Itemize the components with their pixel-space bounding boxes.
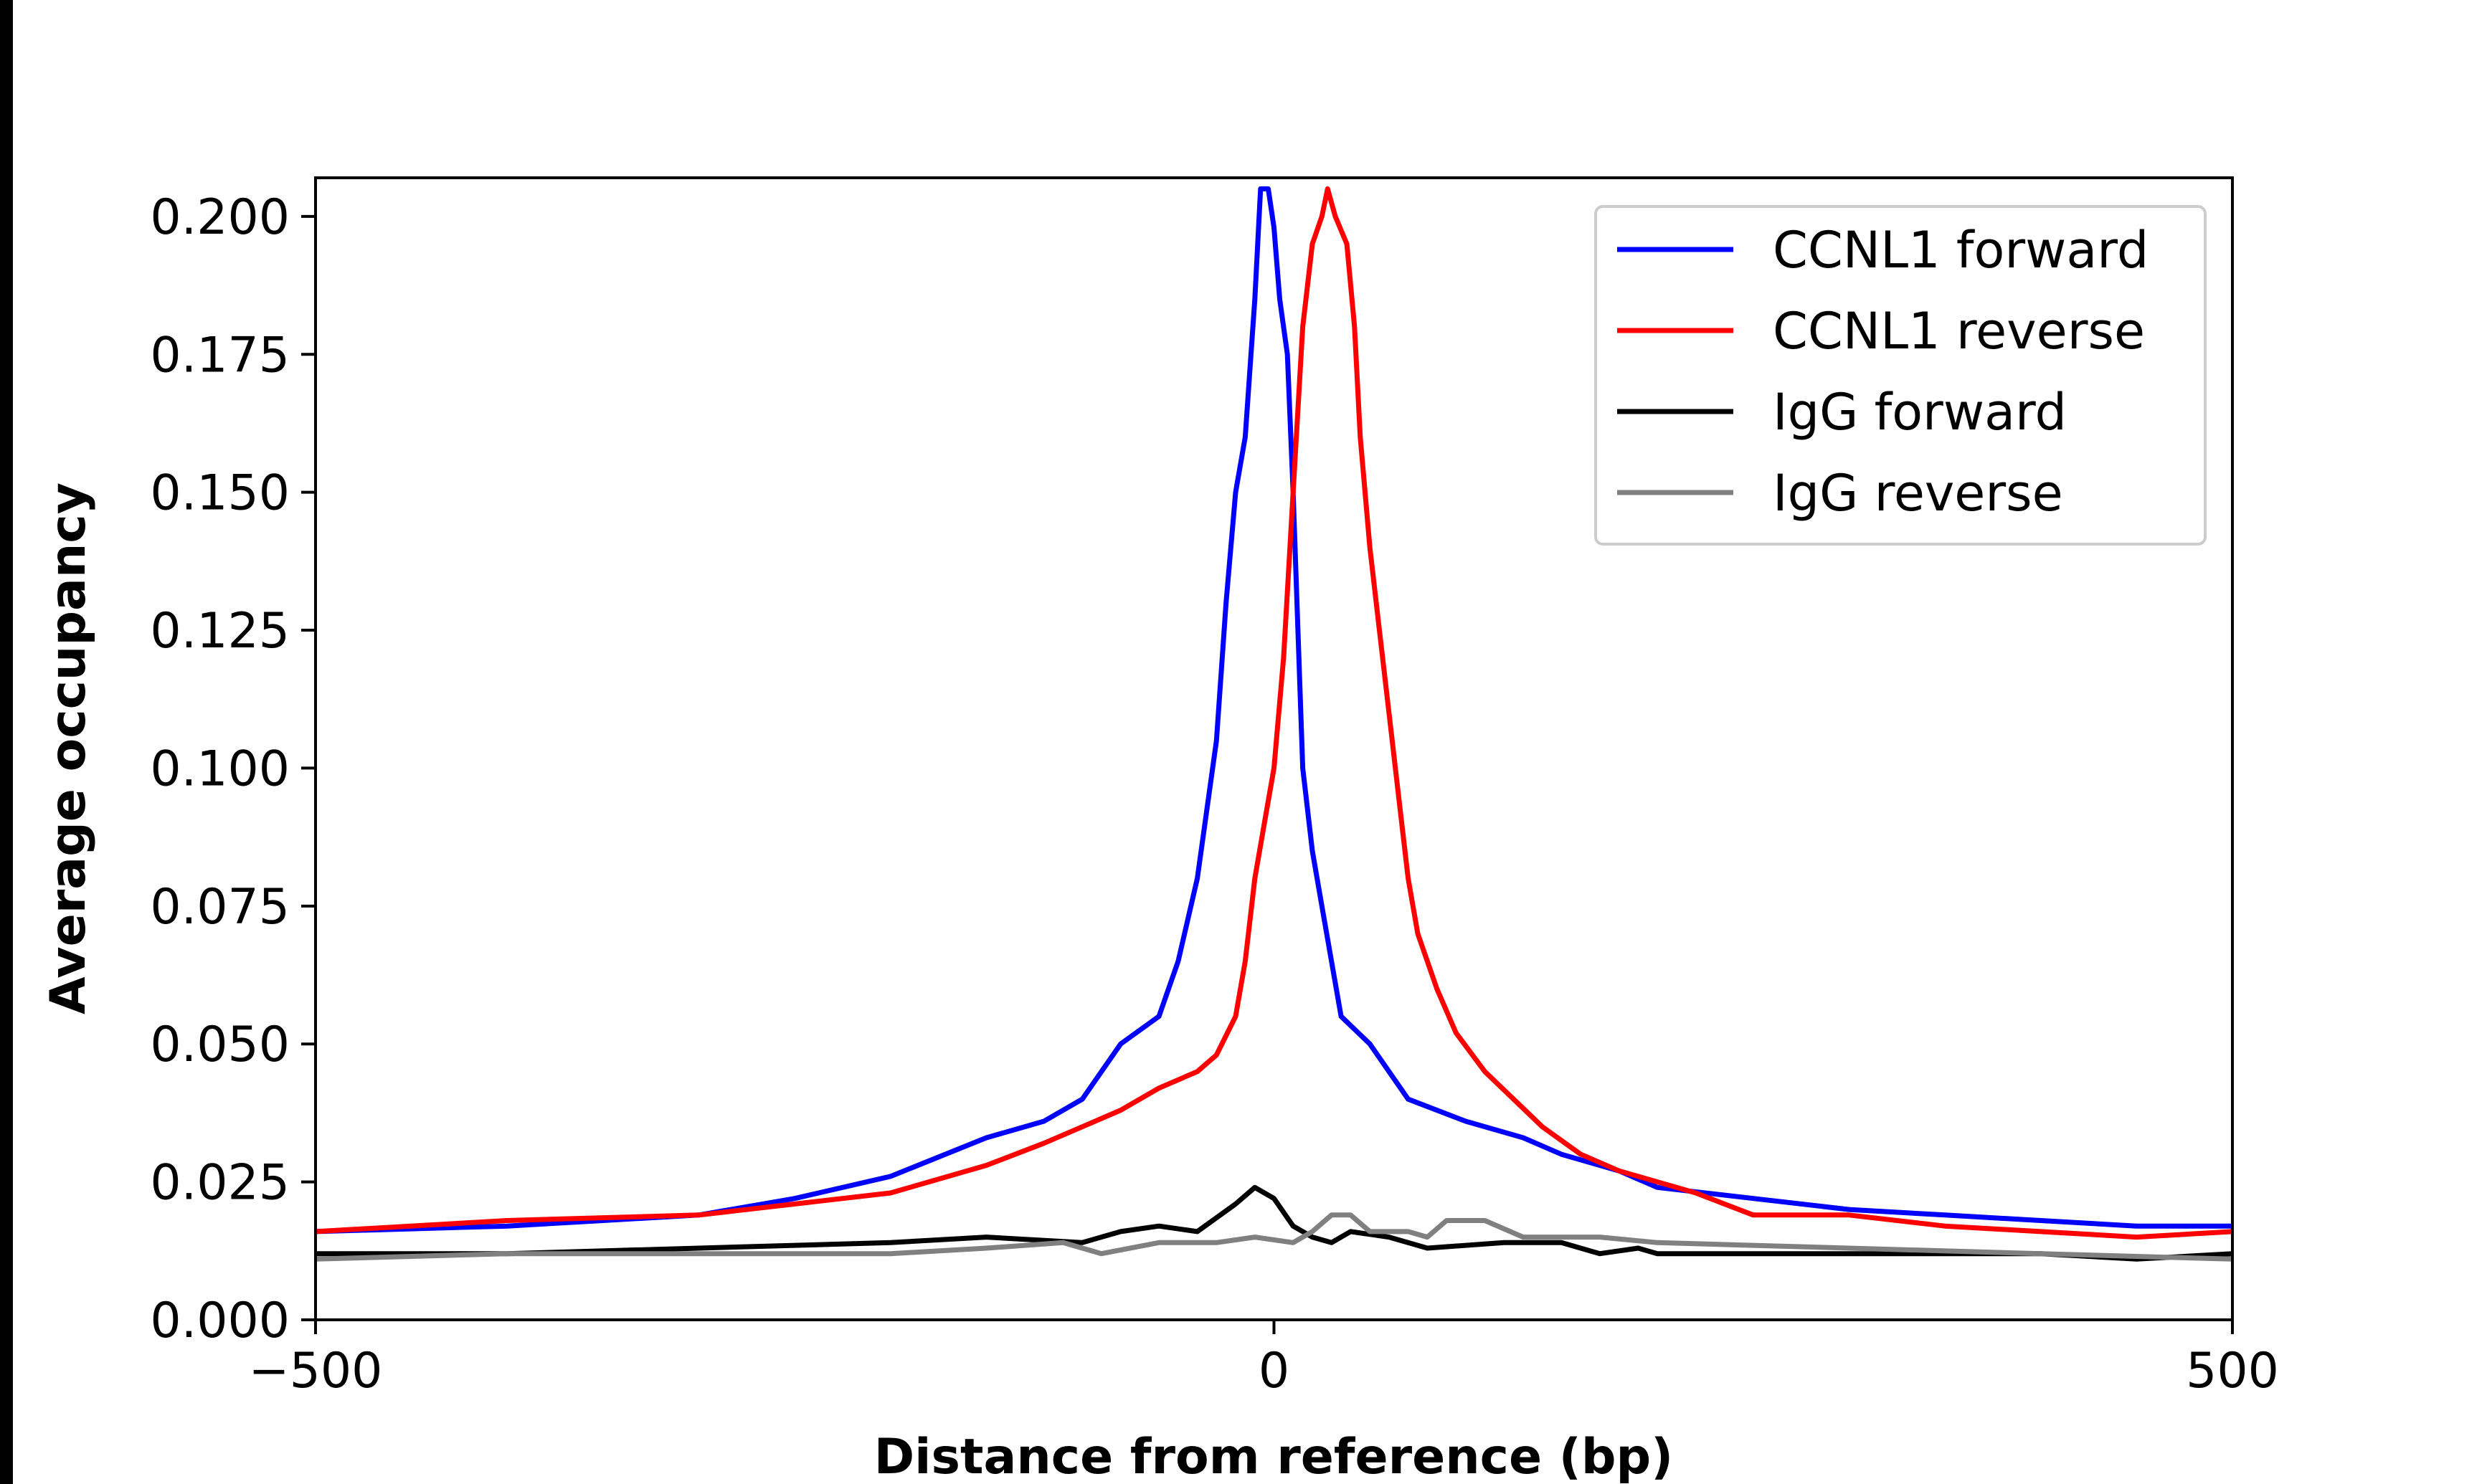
y-axis-label: Average occupancy <box>40 482 97 1014</box>
series-line-igg-forward <box>316 1184 2233 1262</box>
y-tick-label: 0.075 <box>150 879 290 936</box>
legend-label: IgG reverse <box>1773 464 2063 523</box>
y-tick-label: 0.100 <box>150 741 290 797</box>
x-tick-label: −500 <box>249 1343 383 1399</box>
legend-label: CCNL1 reverse <box>1773 302 2145 361</box>
x-tick-label: 500 <box>2186 1343 2279 1399</box>
series-line-igg-reverse <box>315 1212 2233 1262</box>
y-tick-label: 0.150 <box>150 465 290 522</box>
series-line-ccnl1-reverse <box>315 186 2233 1240</box>
x-tick-label: 0 <box>1259 1343 1289 1399</box>
x-axis: −500 0 500 <box>249 1320 2279 1399</box>
y-tick-label: 0.050 <box>150 1017 290 1073</box>
series-layer <box>315 186 2233 1262</box>
y-tick-label: 0.025 <box>150 1155 290 1212</box>
x-axis-label: Distance from reference (bp) <box>874 1429 1674 1484</box>
legend-box <box>1594 205 2207 546</box>
y-tick-label: 0.000 <box>150 1293 290 1349</box>
y-tick-label: 0.200 <box>150 189 290 246</box>
y-tick-label: 0.125 <box>150 603 290 660</box>
y-axis: 0.000 0.025 0.050 0.075 0.100 0.125 0.150 0.175… <box>150 189 316 1349</box>
legend-label: CCNL1 forward <box>1773 221 2149 280</box>
legend: CCNL1 forward CCNL1 reverse IgG forward IgG… <box>1594 205 2207 546</box>
y-tick-label: 0.175 <box>150 327 290 384</box>
legend-label: IgG forward <box>1773 383 2067 442</box>
left-border <box>0 0 13 1484</box>
